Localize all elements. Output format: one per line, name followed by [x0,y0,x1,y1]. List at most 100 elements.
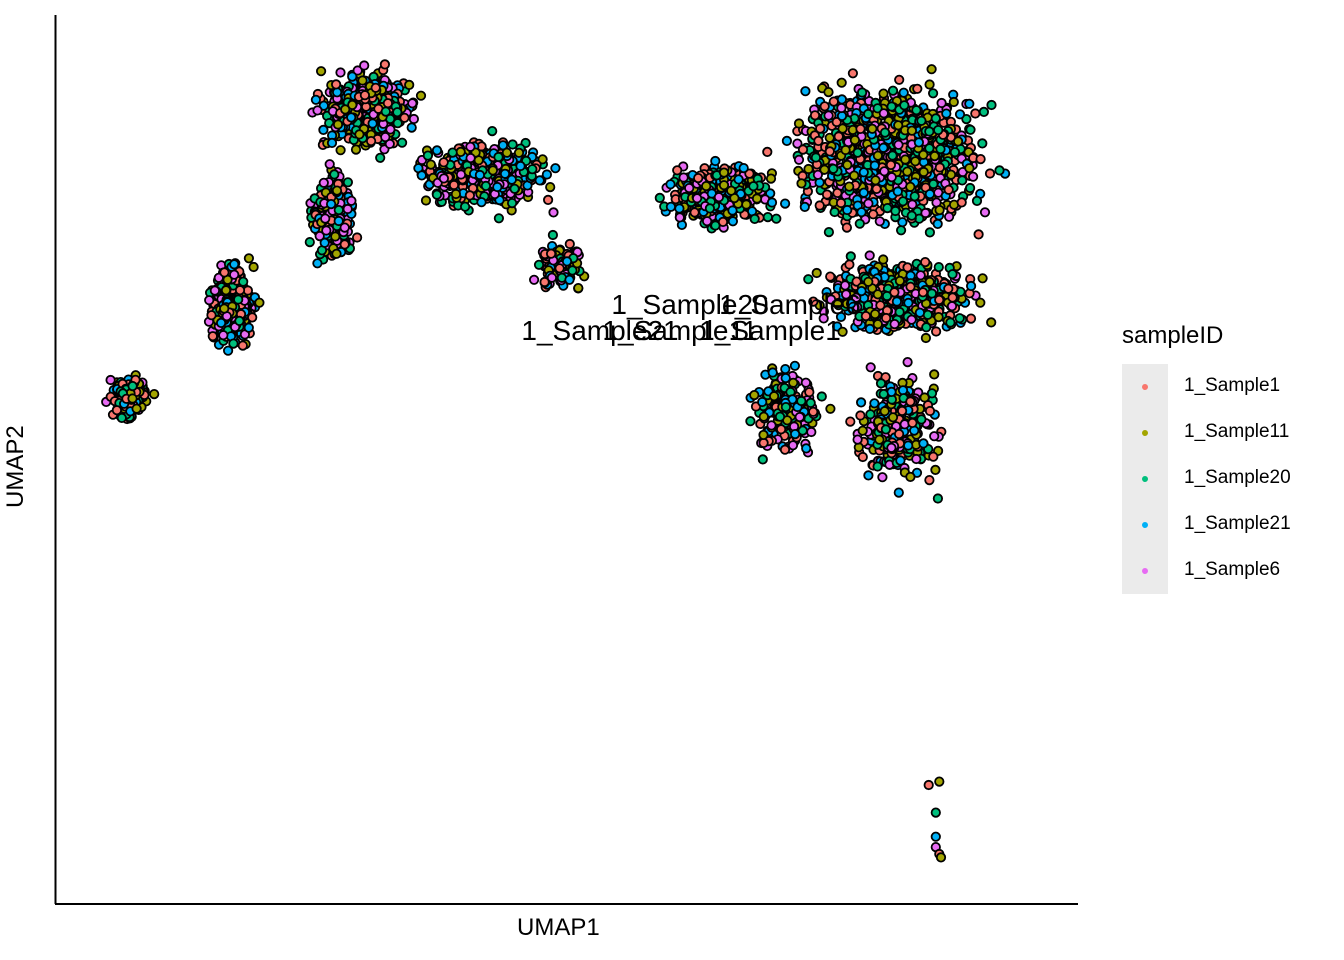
legend-key [1122,502,1168,548]
data-point [906,210,917,221]
data-point [797,144,809,155]
data-point [855,123,866,134]
data-point [896,405,908,416]
data-point [789,360,801,371]
data-point [836,102,847,114]
data-point [943,283,954,294]
data-point [779,198,791,209]
data-point [971,195,983,206]
data-point [912,83,923,94]
data-point [934,294,945,305]
data-point [823,227,835,238]
data-point [219,267,230,278]
data-point [312,258,323,269]
data-point [425,159,436,170]
data-point [934,776,945,787]
data-point [902,262,913,273]
data-point [804,387,815,398]
data-point [781,135,793,146]
data-point [842,159,853,170]
data-point [354,129,365,140]
data-point [905,471,916,482]
legend-dot-icon [1142,476,1148,482]
data-point [924,189,936,200]
data-point [247,312,258,323]
data-point [878,88,889,99]
data-point [691,193,703,204]
legend-item: 1_Sample20 [1122,456,1332,502]
data-point [823,110,834,121]
data-point [331,248,342,259]
data-point [420,195,432,206]
data-point [573,282,584,294]
data-point [693,173,704,184]
data-point [875,300,886,311]
data-point [954,313,965,324]
data-point [977,273,988,284]
legend-label: 1_Sample20 [1184,467,1291,488]
data-point [367,118,378,129]
data-point [674,203,685,214]
data-point [933,311,944,323]
data-point [845,416,856,427]
data-point [745,416,756,427]
legend-title: sampleID [1122,322,1224,349]
data-point [149,388,160,400]
data-point [885,159,897,170]
data-point [918,438,929,449]
legend-item: 1_Sample11 [1122,410,1332,456]
data-point [749,213,760,224]
data-point [438,173,449,184]
data-point [911,453,922,465]
data-point [455,146,466,157]
data-point [207,331,218,342]
data-point [438,157,449,168]
data-point [352,65,363,76]
data-point [357,75,368,86]
data-point [788,377,799,388]
data-point [748,181,759,192]
data-point [359,60,370,71]
legend-item: 1_Sample6 [1122,548,1332,594]
data-point [459,201,471,212]
data-point [762,146,773,157]
data-point [964,163,975,174]
data-point [762,212,773,223]
data-point [926,288,938,299]
data-point [905,181,916,192]
data-point [422,150,433,161]
data-point [872,150,884,161]
legend-dot-icon [1142,384,1148,390]
data-point [946,301,958,312]
legend-label: 1_Sample21 [1184,513,1291,534]
data-point [984,168,996,179]
legend-dot-icon [1142,522,1148,528]
data-point [564,274,575,285]
data-point [894,306,905,318]
data-point [547,229,559,241]
data-point [880,424,892,435]
data-point [978,106,990,118]
data-point [879,406,890,417]
data-point [493,213,504,224]
data-point [513,147,525,158]
data-point [863,198,874,209]
data-point [930,831,941,842]
scatter-points [101,59,1011,863]
data-point [893,487,904,498]
legend-key [1122,364,1168,410]
data-point [886,442,897,453]
data-point [865,362,876,373]
data-point [808,406,819,417]
data-point [806,426,817,438]
data-point [321,225,332,236]
data-point [248,261,259,273]
data-point [326,137,338,148]
data-point [854,218,865,229]
data-point [894,275,906,286]
data-point [852,434,863,445]
data-point [910,156,921,167]
data-point [858,187,869,198]
data-point [845,251,856,262]
